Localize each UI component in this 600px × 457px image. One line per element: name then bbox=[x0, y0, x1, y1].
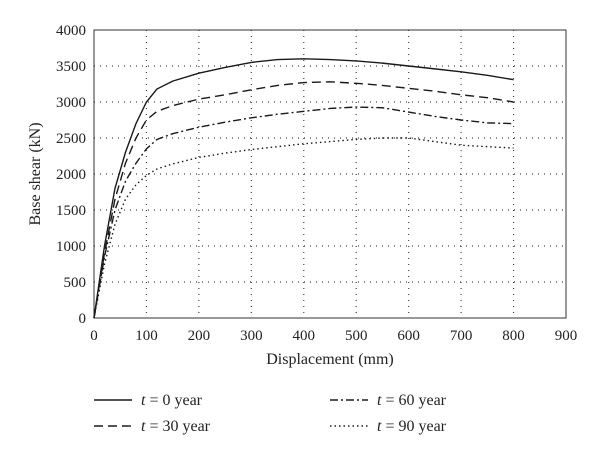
legend-label: t = 60 year bbox=[377, 392, 447, 409]
x-tick-label: 0 bbox=[90, 328, 98, 344]
x-tick-label: 800 bbox=[502, 328, 525, 344]
x-tick-label: 500 bbox=[345, 328, 368, 344]
y-tick-label: 4000 bbox=[56, 23, 86, 39]
plot-frame bbox=[93, 29, 567, 319]
x-tick-label: 100 bbox=[135, 328, 158, 344]
y-tick-label: 2000 bbox=[56, 167, 86, 183]
x-tick-label: 400 bbox=[293, 328, 316, 344]
legend: t = 0 year t = 60 year t = 30 year t = 90 y… bbox=[94, 392, 447, 435]
x-tick-label: 700 bbox=[450, 328, 473, 344]
x-tick-label: 900 bbox=[555, 328, 578, 344]
legend-label: t = 90 year bbox=[377, 418, 447, 435]
x-tick-label: 200 bbox=[188, 328, 211, 344]
grid-lines bbox=[94, 30, 566, 318]
y-tick-label: 3500 bbox=[56, 59, 86, 75]
x-tick-labels: 0 100 200 300 400 500 600 700 800 900 bbox=[90, 328, 577, 344]
y-tick-label: 0 bbox=[79, 311, 87, 327]
series-line-2 bbox=[93, 81, 514, 319]
x-axis-title: Displacement (mm) bbox=[266, 351, 394, 368]
y-axis-title: Base shear (kN) bbox=[27, 122, 44, 225]
y-tick-labels: 0 500 1000 1500 2000 2500 3000 3500 4000 bbox=[56, 23, 86, 327]
x-tick-label: 300 bbox=[240, 328, 263, 344]
y-tick-label: 1000 bbox=[56, 239, 86, 255]
x-tick-label: 600 bbox=[397, 328, 420, 344]
y-tick-label: 1500 bbox=[56, 203, 86, 219]
series-line-3 bbox=[93, 106, 514, 319]
y-tick-label: 3000 bbox=[56, 95, 86, 111]
y-tick-label: 2500 bbox=[56, 131, 86, 147]
y-tick-label: 500 bbox=[64, 275, 87, 291]
series-line-1 bbox=[93, 58, 514, 319]
series-layer bbox=[93, 58, 514, 319]
legend-label: t = 0 year bbox=[141, 392, 203, 409]
legend-label: t = 30 year bbox=[141, 418, 211, 435]
